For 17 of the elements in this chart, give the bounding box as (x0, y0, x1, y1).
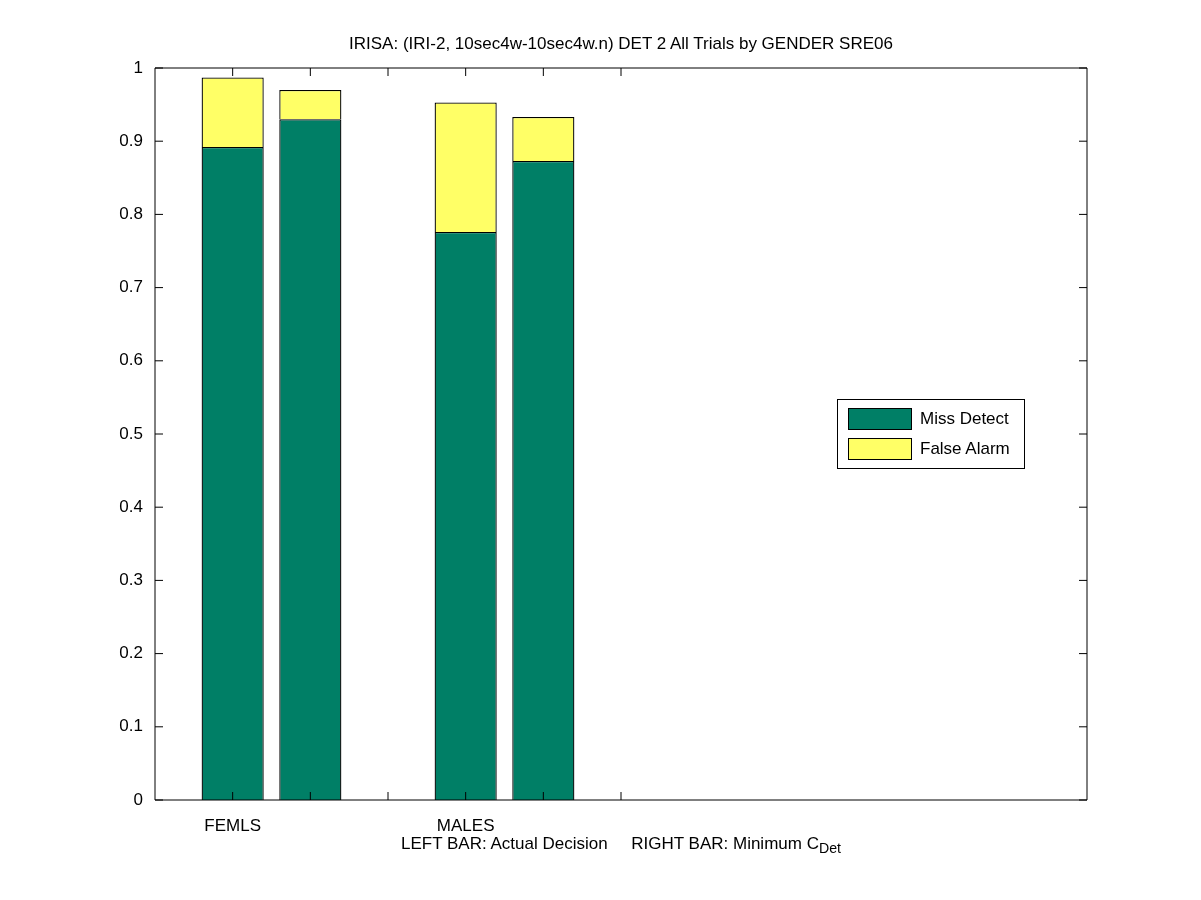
x-axis-title: LEFT BAR: Actual Decision RIGHT BAR: Minimum C$_{Det}$ (400, 834, 842, 857)
legend-label: False Alarm (920, 439, 1010, 459)
y-tick-label: 1 (133, 57, 143, 77)
y-tick-label: 0.8 (119, 204, 143, 224)
y-tick-label: 0 (133, 789, 143, 809)
x-tick-label: FEMLS (204, 815, 262, 835)
y-tick-label: 0.6 (119, 350, 143, 370)
y-tick-label: 0.9 (119, 130, 143, 150)
chart-title: IRISA: (IRI-2, 10sec4w-10sec4w.n) DET 2 All Trials by GENDER SRE06 (348, 34, 894, 54)
y-tick-label: 0.5 (119, 423, 143, 443)
legend-label: Miss Detect (920, 409, 1009, 429)
y-tick-label: 0.7 (119, 277, 143, 297)
y-tick-label: 0.1 (119, 716, 143, 736)
x-tick-label: MALES (436, 815, 495, 835)
y-tick-label: 0.2 (119, 643, 143, 663)
y-tick-label: 0.4 (119, 496, 143, 516)
y-tick-label: 0.3 (119, 570, 143, 590)
